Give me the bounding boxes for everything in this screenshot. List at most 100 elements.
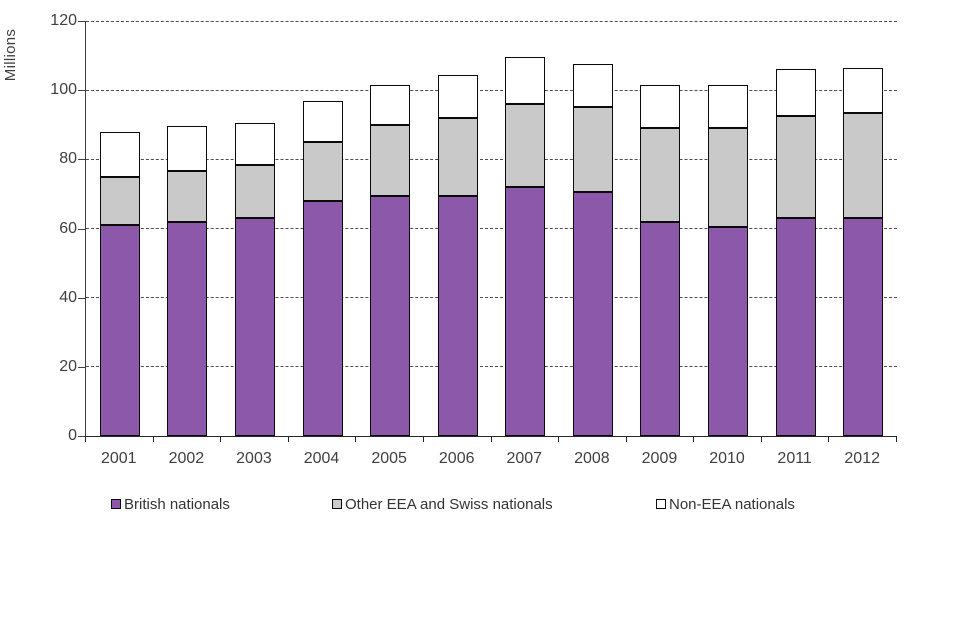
y-tick-mark-80 bbox=[78, 159, 85, 161]
bar-segment-2010-british-nationals bbox=[708, 226, 749, 436]
bar-segment-2010-other-eea-and-swiss-nationals bbox=[708, 128, 749, 227]
bar-segment-2003-non-eea-nationals bbox=[234, 123, 275, 165]
y-tick-label-120: 120 bbox=[50, 12, 77, 29]
bar-2001 bbox=[99, 21, 140, 436]
bar-segment-2008-other-eea-and-swiss-nationals bbox=[572, 107, 613, 193]
bar-segment-2001-british-nationals bbox=[99, 225, 140, 436]
x-tick-mark-10 bbox=[760, 437, 762, 442]
x-tick-mark-2 bbox=[220, 437, 222, 442]
x-tick-mark-0 bbox=[85, 437, 86, 442]
x-tick-label-2006: 2006 bbox=[438, 450, 475, 467]
gridline-40 bbox=[86, 297, 897, 299]
plot-area bbox=[85, 20, 897, 437]
y-tick-label-60: 60 bbox=[59, 219, 77, 237]
x-tick-label-2001: 2001 bbox=[100, 450, 137, 467]
bar-segment-2012-non-eea-nationals bbox=[843, 67, 884, 113]
bar-segment-2002-non-eea-nationals bbox=[167, 126, 208, 172]
y-tick-mark-60 bbox=[78, 228, 85, 230]
x-tick-label-2003: 2003 bbox=[236, 450, 272, 467]
legend-swatch-icon bbox=[332, 499, 342, 509]
legend-item-british-nationals: British nationals bbox=[111, 495, 230, 513]
bar-segment-2004-other-eea-and-swiss-nationals bbox=[302, 142, 343, 201]
bar-segment-2006-british-nationals bbox=[437, 195, 478, 436]
bar-segment-2004-british-nationals bbox=[302, 200, 343, 436]
bar-segment-2009-british-nationals bbox=[640, 221, 681, 436]
y-tick-label-20: 20 bbox=[59, 357, 77, 375]
bar-segment-2003-british-nationals bbox=[234, 218, 275, 436]
bar-2003 bbox=[234, 21, 275, 436]
bar-segment-2005-british-nationals bbox=[370, 195, 411, 436]
bar-segment-2009-non-eea-nationals bbox=[640, 85, 681, 129]
bar-2004 bbox=[302, 21, 343, 436]
legend-label: Other EEA and Swiss nationals bbox=[345, 495, 553, 513]
bar-segment-2006-other-eea-and-swiss-nationals bbox=[437, 117, 478, 196]
x-tick-label-2011: 2011 bbox=[777, 450, 812, 467]
x-tick-mark-5 bbox=[422, 437, 424, 442]
bar-segment-2002-other-eea-and-swiss-nationals bbox=[167, 171, 208, 222]
bar-segment-2001-other-eea-and-swiss-nationals bbox=[99, 176, 140, 226]
gridline-100 bbox=[86, 89, 897, 91]
x-tick-label-2009: 2009 bbox=[641, 450, 678, 467]
legend-item-other-eea-and-swiss-nationals: Other EEA and Swiss nationals bbox=[332, 495, 553, 513]
bar-segment-2009-other-eea-and-swiss-nationals bbox=[640, 128, 681, 222]
y-tick-mark-120 bbox=[78, 21, 85, 22]
bar-2012 bbox=[843, 21, 884, 436]
bar-2006 bbox=[437, 21, 478, 436]
x-tick-mark-11 bbox=[828, 437, 830, 442]
bar-2009 bbox=[640, 21, 681, 436]
x-tick-label-2012: 2012 bbox=[844, 450, 880, 467]
legend-swatch-icon bbox=[656, 499, 666, 509]
y-tick-mark-100 bbox=[78, 90, 85, 92]
bar-segment-2005-non-eea-nationals bbox=[370, 84, 411, 125]
x-tick-mark-1 bbox=[152, 437, 154, 442]
x-tick-label-2004: 2004 bbox=[303, 450, 340, 467]
x-tick-mark-4 bbox=[355, 437, 357, 442]
y-tick-mark-40 bbox=[78, 297, 85, 299]
bar-2011 bbox=[775, 21, 816, 436]
x-tick-mark-3 bbox=[287, 437, 289, 442]
bar-2010 bbox=[708, 21, 749, 436]
bar-segment-2005-other-eea-and-swiss-nationals bbox=[370, 124, 411, 196]
bar-segment-2006-non-eea-nationals bbox=[437, 74, 478, 118]
x-tick-mark-6 bbox=[490, 437, 492, 442]
legend-item-non-eea-nationals: Non-EEA nationals bbox=[656, 495, 795, 513]
x-tick-mark-8 bbox=[625, 437, 627, 442]
bar-segment-2010-non-eea-nationals bbox=[708, 85, 749, 129]
gridline-20 bbox=[86, 366, 897, 368]
gridline-60 bbox=[86, 228, 897, 229]
bar-2005 bbox=[370, 21, 411, 436]
bar-segment-2011-non-eea-nationals bbox=[775, 69, 816, 117]
bar-segment-2008-non-eea-nationals bbox=[572, 64, 613, 108]
gridline-80 bbox=[86, 158, 897, 160]
legend-swatch-icon bbox=[111, 499, 121, 509]
bar-segment-2004-non-eea-nationals bbox=[302, 100, 343, 143]
y-tick-label-80: 80 bbox=[59, 150, 77, 168]
y-tick-mark-0 bbox=[78, 436, 85, 437]
bar-segment-2008-british-nationals bbox=[572, 192, 613, 436]
bar-segment-2007-other-eea-and-swiss-nationals bbox=[505, 104, 546, 187]
y-tick-label-100: 100 bbox=[50, 81, 77, 99]
y-tick-label-40: 40 bbox=[59, 288, 77, 306]
x-tick-label-2007: 2007 bbox=[506, 450, 543, 467]
x-tick-label-2002: 2002 bbox=[168, 450, 205, 467]
bar-segment-2011-british-nationals bbox=[775, 218, 816, 436]
y-tick-mark-20 bbox=[78, 366, 85, 368]
x-tick-label-2008: 2008 bbox=[574, 450, 610, 467]
bar-segment-2001-non-eea-nationals bbox=[99, 131, 140, 177]
legend-label: British nationals bbox=[124, 495, 230, 513]
bar-segment-2002-british-nationals bbox=[167, 221, 208, 436]
gridline-120 bbox=[86, 20, 897, 22]
bar-2007 bbox=[505, 21, 546, 436]
bar-segment-2003-other-eea-and-swiss-nationals bbox=[234, 164, 275, 219]
x-tick-label-2005: 2005 bbox=[371, 450, 407, 467]
bar-segment-2007-non-eea-nationals bbox=[505, 57, 546, 104]
legend-label: Non-EEA nationals bbox=[669, 495, 795, 513]
x-tick-mark-12 bbox=[896, 437, 897, 442]
bar-segment-2012-other-eea-and-swiss-nationals bbox=[843, 112, 884, 219]
legend: British nationals Other EEA and Swiss nat… bbox=[0, 495, 960, 515]
x-tick-mark-9 bbox=[693, 437, 695, 442]
bar-segment-2007-british-nationals bbox=[505, 187, 546, 436]
x-tick-label-2010: 2010 bbox=[709, 450, 745, 467]
